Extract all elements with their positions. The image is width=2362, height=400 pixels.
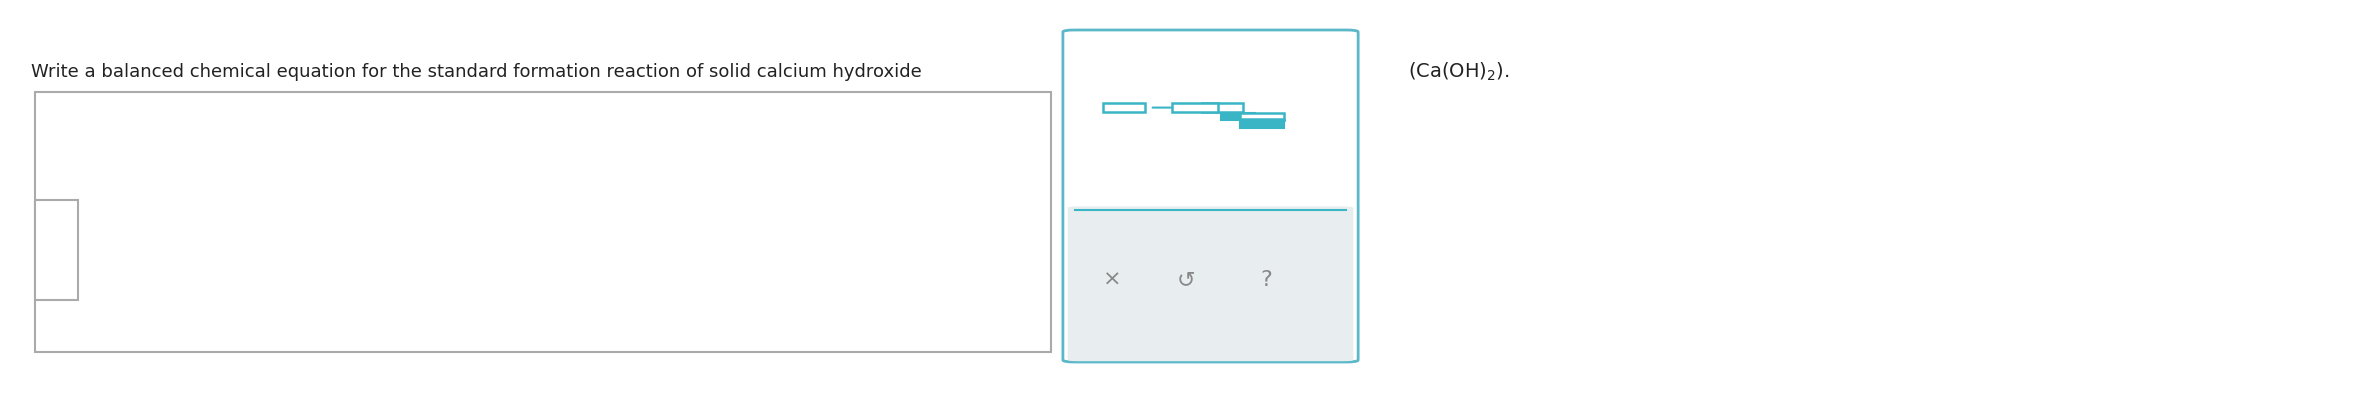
FancyBboxPatch shape: [1068, 206, 1353, 361]
Text: Write a balanced chemical equation for the standard formation reaction of solid : Write a balanced chemical equation for t…: [31, 63, 928, 81]
Text: $\left(\mathrm{Ca(OH)}_{2}\right).$: $\left(\mathrm{Ca(OH)}_{2}\right).$: [1408, 61, 1509, 83]
Bar: [1221, 114, 1254, 120]
FancyBboxPatch shape: [35, 92, 1051, 352]
Text: ?: ?: [1261, 270, 1271, 290]
Bar: [1240, 122, 1285, 128]
Bar: [1172, 103, 1219, 112]
Bar: [1103, 103, 1146, 112]
Text: ×: ×: [1103, 270, 1122, 290]
FancyBboxPatch shape: [35, 200, 78, 300]
Text: ↺: ↺: [1176, 270, 1195, 290]
Bar: [1202, 103, 1242, 112]
FancyBboxPatch shape: [1063, 30, 1358, 362]
Bar: [1240, 113, 1285, 119]
